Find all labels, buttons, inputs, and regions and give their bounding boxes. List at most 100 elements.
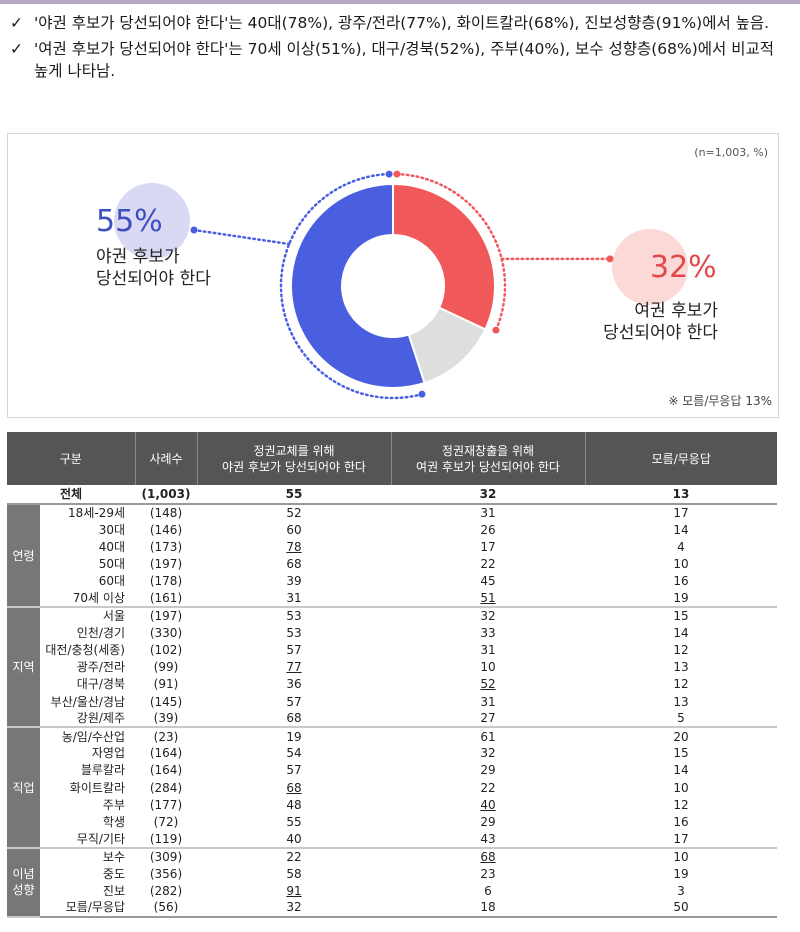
sample-size-cell: (148) bbox=[149, 506, 183, 521]
value-cell: 68 bbox=[286, 557, 302, 572]
sample-size-cell: (164) bbox=[149, 746, 183, 761]
value-cell: 16 bbox=[673, 574, 689, 589]
sample-size-cell: (284) bbox=[149, 780, 183, 795]
row-label: 화이트칼라 bbox=[69, 780, 125, 795]
value-cell: 13 bbox=[585, 485, 777, 505]
group-label: 이념 성향 bbox=[7, 847, 40, 918]
ruling-arc-dot bbox=[492, 326, 500, 334]
row-label: 보수 bbox=[102, 849, 125, 864]
results-table: 구분 사례수 정권교체를 위해 야권 후보가 당선되어야 한다 정권재창출을 위해 여권 … bbox=[7, 432, 777, 918]
ruling-bubble bbox=[612, 229, 688, 305]
value-cell: 51 bbox=[391, 589, 585, 609]
value-cell: 10 bbox=[673, 780, 689, 795]
value-cell: 17 bbox=[480, 539, 496, 554]
top-divider-line bbox=[0, 0, 800, 4]
value-cell: 50 bbox=[585, 899, 777, 918]
row-label: 무직/기타 bbox=[40, 830, 135, 849]
value-cell: 60 bbox=[286, 522, 302, 537]
sample-size-cell: (91) bbox=[153, 677, 179, 692]
table-row: 진보 (282) 91 6 3 bbox=[7, 882, 777, 899]
value-cell: 29 bbox=[480, 763, 496, 778]
value-cell: 61 bbox=[480, 729, 496, 744]
highlighted-value: 78 bbox=[286, 539, 302, 554]
row-label: 강원/제주 bbox=[40, 710, 135, 729]
sample-size-cell: (23) bbox=[153, 729, 179, 744]
value-cell: 68 bbox=[197, 710, 391, 729]
highlighted-value: 68 bbox=[286, 780, 302, 795]
sample-size-cell: (39) bbox=[135, 710, 197, 729]
table-row: 직업 농/임/수산업 (23) 19 61 20 bbox=[7, 727, 777, 849]
value-cell: 39 bbox=[286, 574, 302, 589]
table-row: 광주/전라 (99) 77 10 13 bbox=[7, 659, 777, 676]
row-label: 서울 bbox=[102, 609, 125, 624]
table-row: 무직/기타 (119) 40 43 17 bbox=[7, 830, 777, 849]
group-label: 직업 bbox=[7, 727, 40, 849]
column-header: 모름/무응답 bbox=[585, 432, 777, 485]
bullet-item: ✓ '야권 후보가 당선되어야 한다'는 40대(78%), 광주/전라(77%… bbox=[10, 12, 790, 34]
check-icon: ✓ bbox=[10, 40, 23, 58]
value-cell: 40 bbox=[391, 796, 585, 813]
value-cell: 19 bbox=[673, 866, 689, 881]
row-label: 70세 이상 bbox=[40, 589, 135, 609]
summary-bullets: ✓ '야권 후보가 당선되어야 한다'는 40대(78%), 광주/전라(77%… bbox=[10, 12, 790, 86]
highlighted-value: 52 bbox=[480, 677, 496, 692]
table-row: 이념 성향 보수 (309) 22 68 10 bbox=[7, 847, 777, 918]
value-cell: 14 bbox=[673, 522, 689, 537]
sample-size-cell: (309) bbox=[149, 849, 183, 864]
sample-size-cell: (1,003) bbox=[135, 485, 197, 505]
row-label: 18세-29세 bbox=[68, 506, 125, 521]
value-cell: 16 bbox=[673, 814, 689, 829]
value-cell: 26 bbox=[480, 522, 496, 537]
sample-size-cell: (330) bbox=[149, 625, 183, 640]
column-header: 구분 bbox=[7, 432, 136, 485]
table-row: 학생 (72) 55 29 16 bbox=[7, 813, 777, 830]
value-cell: 13 bbox=[673, 660, 689, 675]
value-cell: 40 bbox=[197, 830, 391, 849]
row-label: 인천/경기 bbox=[76, 625, 125, 640]
value-cell: 10 bbox=[673, 557, 689, 572]
value-cell: 31 bbox=[480, 506, 496, 521]
sample-size-cell: (119) bbox=[135, 830, 197, 849]
value-cell: 3 bbox=[677, 883, 685, 898]
row-label: 40대 bbox=[98, 539, 125, 554]
value-cell: 19 bbox=[286, 729, 302, 744]
table-row: 부산/울산/경남 (145) 57 31 13 bbox=[7, 693, 777, 710]
ruling-leader-dot bbox=[606, 255, 614, 263]
value-cell: 15 bbox=[673, 746, 689, 761]
bullet-text: '여권 후보가 당선되어야 한다'는 70세 이상(51%), 대구/경북(52… bbox=[34, 40, 775, 80]
column-header: 정권교체를 위해 야권 후보가 당선되어야 한다 bbox=[197, 432, 392, 485]
row-label: 농/임/수산업 bbox=[61, 729, 125, 744]
sample-size-cell: (178) bbox=[149, 574, 183, 589]
value-cell: 14 bbox=[673, 763, 689, 778]
column-header: 사례수 bbox=[135, 432, 198, 485]
ruling-name-label: 당선되어야 한다 bbox=[603, 323, 718, 343]
sample-size-cell: (161) bbox=[135, 589, 197, 609]
opposition-leader-dot bbox=[190, 226, 198, 234]
table-row: 연령 18세-29세 (148) 52 31 17 bbox=[7, 504, 777, 609]
value-cell: 78 bbox=[197, 538, 391, 555]
value-cell: 45 bbox=[480, 574, 496, 589]
value-cell: 32 bbox=[480, 609, 496, 624]
value-cell: 12 bbox=[673, 797, 689, 812]
table-row: 대구/경북 (91) 36 52 12 bbox=[7, 676, 777, 693]
value-cell: 13 bbox=[673, 694, 689, 709]
row-label: 학생 bbox=[102, 814, 125, 829]
value-cell: 22 bbox=[286, 849, 302, 864]
sample-size-cell: (102) bbox=[149, 643, 183, 658]
sample-size-cell: (177) bbox=[149, 797, 183, 812]
sample-size-cell: (146) bbox=[149, 522, 183, 537]
value-cell: 77 bbox=[197, 659, 391, 676]
row-label: 주부 bbox=[102, 797, 125, 812]
column-header: 정권재창출을 위해 여권 후보가 당선되어야 한다 bbox=[391, 432, 586, 485]
row-label: 30대 bbox=[98, 522, 125, 537]
value-cell: 27 bbox=[391, 710, 585, 729]
value-cell: 5 bbox=[585, 710, 777, 729]
value-cell: 32 bbox=[197, 899, 391, 918]
table-row: 주부 (177) 48 40 12 bbox=[7, 796, 777, 813]
value-cell: 52 bbox=[391, 676, 585, 693]
row-label: 50대 bbox=[98, 557, 125, 572]
value-cell: 33 bbox=[480, 625, 496, 640]
sample-size-cell: (56) bbox=[135, 899, 197, 918]
opposition-arc-dot bbox=[385, 170, 393, 178]
